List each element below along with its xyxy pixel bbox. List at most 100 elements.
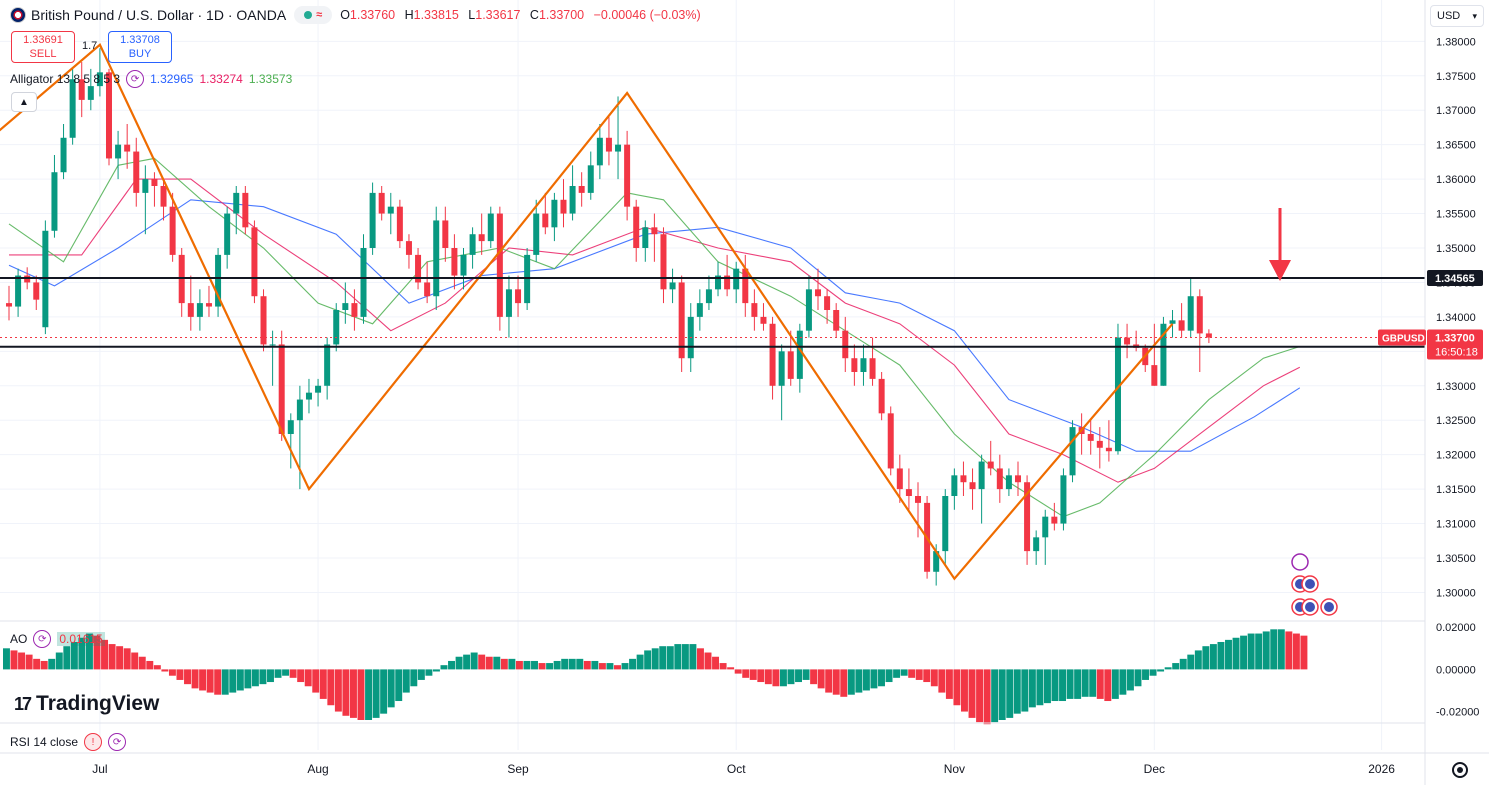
ao-bar	[1172, 663, 1180, 670]
price-tick-label: 1.33000	[1436, 381, 1476, 393]
candle-body	[996, 468, 1003, 490]
last-price-tag	[1427, 329, 1483, 360]
candle-body	[1178, 320, 1185, 331]
ao-bar	[1126, 669, 1134, 691]
ao-bar	[282, 669, 290, 676]
collapse-legend-button[interactable]: ▲	[11, 92, 37, 112]
candle-body	[796, 330, 803, 379]
price-tick-label: 1.36500	[1436, 140, 1476, 152]
candle-body	[378, 192, 385, 214]
price-tick-label: 1.31500	[1436, 484, 1476, 496]
ao-bar	[55, 652, 63, 670]
ao-bar	[116, 646, 124, 670]
candle-body	[515, 289, 522, 304]
candle-body	[187, 303, 194, 317]
time-tick-label: 2026	[1368, 762, 1395, 776]
candle-body	[160, 186, 167, 207]
symbol-title[interactable]: British Pound / U.S. Dollar · 1D · OANDA	[31, 7, 287, 23]
candle-body	[1205, 333, 1212, 338]
candle-body	[269, 344, 276, 346]
ao-bar	[440, 665, 448, 670]
market-status-badge[interactable]: ≈	[294, 6, 333, 24]
ao-bar	[500, 658, 508, 670]
price-tick-label: 1.31000	[1436, 519, 1476, 531]
ao-bar	[983, 669, 991, 725]
candle-body	[605, 137, 612, 152]
ao-bar	[696, 648, 704, 670]
candle-body	[578, 186, 585, 193]
candle-body	[778, 351, 785, 386]
price-tick-label: 1.38000	[1436, 36, 1476, 48]
price-tick-label: 1.35000	[1436, 243, 1476, 255]
buy-button[interactable]: 1.33708 BUY	[108, 31, 172, 63]
currency-selector[interactable]: USD ▾	[1430, 5, 1484, 27]
candle-body	[60, 137, 67, 173]
ao-bar	[674, 644, 682, 670]
time-tick-label: Dec	[1144, 762, 1165, 776]
candle-body	[415, 254, 422, 283]
chevron-down-icon: ▾	[1472, 10, 1477, 21]
candle-body	[224, 213, 231, 255]
change-value: −0.00046 (−0.03%)	[593, 8, 701, 22]
alligator-settings-icon[interactable]: ⟳	[126, 70, 145, 88]
price-tick-label: 1.36000	[1436, 174, 1476, 186]
candle-body	[496, 213, 503, 317]
ao-bar	[810, 669, 818, 685]
ao-bar	[953, 669, 961, 706]
ao-bar	[1300, 635, 1308, 670]
ohlc-values: O1.33760 H1.33815 L1.33617 C1.33700 −0.0…	[340, 8, 706, 22]
ao-bar	[349, 669, 357, 718]
ao-bar	[85, 633, 93, 670]
ao-bar	[1021, 669, 1029, 712]
ao-bar	[1255, 633, 1263, 670]
gbp-usd-flag-icon	[10, 7, 26, 23]
ao-bar	[33, 658, 41, 670]
ao-bar	[1013, 669, 1021, 714]
ao-bar	[1194, 650, 1202, 670]
ao-bar	[259, 669, 267, 685]
rsi-settings-icon[interactable]: ⟳	[108, 733, 127, 751]
ao-bar	[3, 648, 10, 670]
low-label: L	[468, 8, 476, 22]
ao-legend[interactable]: AO ⟳ 0.01615	[10, 630, 105, 648]
candle-body	[178, 254, 185, 304]
candle-body	[1124, 337, 1131, 345]
candle-body	[860, 358, 867, 372]
ao-bar	[546, 663, 554, 670]
ao-bar	[998, 669, 1006, 720]
ao-bar	[214, 669, 222, 695]
ao-bar	[1202, 646, 1210, 670]
ao-bar	[10, 650, 18, 670]
candles-layer	[6, 48, 1212, 586]
candle-body	[842, 330, 849, 359]
ao-bar	[1111, 669, 1119, 699]
ao-bar	[199, 669, 207, 691]
ao-bar	[727, 667, 735, 670]
ao-bar	[561, 658, 569, 670]
alligator-legend[interactable]: Alligator 13 8 5 8 5 3 ⟳ 1.32965 1.33274…	[10, 70, 292, 88]
ao-bar	[885, 669, 893, 683]
ao-bar	[168, 669, 176, 676]
ao-settings-icon[interactable]: ⟳	[33, 630, 52, 648]
candle-body	[1024, 482, 1031, 552]
candle-body	[805, 289, 812, 331]
ao-bar	[870, 669, 878, 689]
ao-bar	[968, 669, 976, 718]
tradingview-logo[interactable]: 17 TradingView	[14, 692, 159, 716]
ao-bar	[1051, 669, 1059, 702]
chart-settings-gear-icon[interactable]	[1452, 762, 1468, 778]
rsi-legend[interactable]: RSI 14 close ! ⟳	[10, 733, 132, 751]
rsi-warning-icon[interactable]: !	[84, 733, 103, 751]
candle-body	[387, 206, 394, 214]
ao-bar	[455, 656, 463, 670]
ao-bar	[1036, 669, 1044, 706]
ao-bar	[795, 669, 802, 683]
ao-bar	[334, 669, 342, 712]
grid	[0, 0, 1425, 750]
ao-bar	[387, 669, 395, 708]
sell-button[interactable]: 1.33691 SELL	[11, 31, 75, 63]
ao-bar	[1066, 669, 1074, 699]
candle-body	[669, 282, 676, 290]
